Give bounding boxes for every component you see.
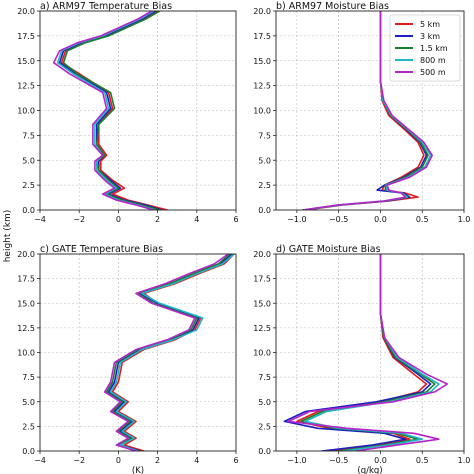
y-tick-label: 5.0 [22,398,35,407]
series-line-500-m [103,254,229,451]
series-line-1.5-km [62,11,161,210]
x-tick-label: −4 [34,215,46,224]
x-tick-label: −1.0 [287,456,306,465]
legend-label: 500 m [420,68,446,77]
y-tick-label: 17.5 [17,32,35,41]
panel-0: −4 −2 0 2 4 6 0.0 2.5 5.0 7.5 10.0 12.5 15.0 17.5 20.0… [17,1,238,224]
y-tick-label: 17.5 [253,32,271,41]
gridlines [40,11,236,210]
y-tick-label: 7.5 [258,131,271,140]
gridlines [40,254,236,451]
y-tick-label: 17.5 [253,275,271,284]
x-tick-label: 1.0 [458,456,471,465]
y-tick-label: 12.5 [253,324,271,333]
y-tick-label: 20.0 [17,250,35,259]
y-tick-label: 20.0 [253,250,271,259]
y-tick-label: 7.5 [22,373,35,382]
panel-3: −1.0 −0.5 0.0 0.5 1.0 0.0 2.5 5.0 7.5 10.0 12.5 15.… [253,244,470,474]
y-tick-label: 20.0 [253,7,271,16]
y-tick-label: 12.5 [253,82,271,91]
legend-label: 800 m [420,56,446,65]
y-tick-label: 15.0 [17,299,35,308]
y-tick-label: 10.0 [17,107,35,116]
x-tick-label: 4 [194,215,199,224]
y-tick-label: 10.0 [17,349,35,358]
x-tick-label: 6 [233,456,238,465]
panel-title: d) GATE Moisture Bias [276,244,381,255]
y-tick-label: 7.5 [22,131,35,140]
x-tick-label: 0 [116,215,121,224]
series-line-500-m [52,11,155,210]
series-group [301,11,434,210]
x-tick-label: 0 [116,456,121,465]
x-tick-label: 0.0 [374,215,387,224]
series-group [283,254,449,451]
series-group [52,11,169,210]
series-line-500-m [287,254,449,451]
y-tick-label: 2.5 [258,422,271,431]
y-tick-label: 12.5 [17,82,35,91]
y-tick-label: 15.0 [17,57,35,66]
x-tick-label: 1.0 [458,215,471,224]
legend-label: 3 km [420,32,440,41]
x-axis-label: (K) [132,466,144,474]
legend-label: 1.5 km [420,44,448,53]
x-tick-label: −4 [34,456,46,465]
y-tick-label: 15.0 [253,57,271,66]
x-tick-label: 0.5 [416,215,429,224]
x-tick-label: −1.0 [287,215,306,224]
series-line-1.5-km [105,254,231,451]
y-tick-label: 0.0 [22,206,35,215]
y-tick-label: 10.0 [253,107,271,116]
panel-title: a) ARM97 Temperature Bias [40,1,172,12]
x-axis-label: (q/kg) [357,466,382,474]
figure-ylabel: height (km) [3,210,13,263]
series-group [103,254,235,451]
y-tick-label: 20.0 [17,7,35,16]
x-tick-label: −2 [73,456,85,465]
panel-2: −4 −2 0 2 4 6 0.0 2.5 5.0 7.5 10.0 12.5 15.0 17.5 20.0… [17,244,238,474]
y-tick-label: 2.5 [22,422,35,431]
y-tick-label: 0.0 [258,206,271,215]
panel-title: b) ARM97 Moisture Bias [276,1,389,12]
y-tick-label: 5.0 [258,398,271,407]
x-tick-label: 0.5 [416,456,429,465]
y-tick-label: 0.0 [258,447,271,456]
series-line-800-m [109,254,235,451]
legend-label: 5 km [420,20,440,29]
x-tick-label: 2 [155,215,160,224]
y-tick-label: 5.0 [22,156,35,165]
x-tick-label: 2 [155,456,160,465]
y-tick-label: 15.0 [253,299,271,308]
x-tick-label: −2 [73,215,85,224]
x-tick-label: −0.5 [329,456,348,465]
legend: 5 km 3 km 1.5 km 800 m 500 m [389,14,461,82]
series-line-500-m [301,11,434,210]
y-tick-label: 12.5 [17,324,35,333]
y-tick-label: 2.5 [22,181,35,190]
x-tick-label: −0.5 [329,215,348,224]
x-tick-label: 6 [233,215,238,224]
legend-frame [389,14,461,82]
y-tick-label: 17.5 [17,275,35,284]
y-tick-label: 7.5 [258,373,271,382]
x-tick-label: 0.0 [374,456,387,465]
y-tick-label: 2.5 [258,181,271,190]
panel-1: −1.0 −0.5 0.0 0.5 1.0 0.0 2.5 5.0 7.5 10.0 12.5 15.… [253,1,470,224]
panel-title: c) GATE Temperature Bias [40,244,163,255]
y-tick-label: 0.0 [22,447,35,456]
y-tick-label: 5.0 [258,156,271,165]
x-tick-label: 4 [194,456,199,465]
y-tick-label: 10.0 [253,349,271,358]
